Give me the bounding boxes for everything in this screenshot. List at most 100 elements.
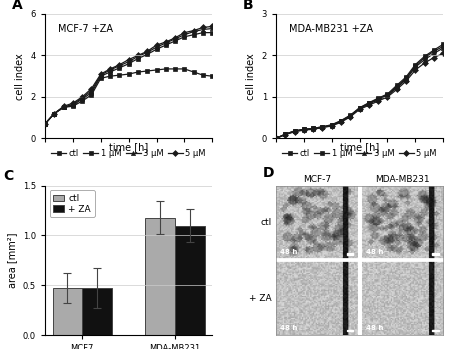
5 μM: [422, 61, 427, 65]
ctl: [310, 126, 316, 131]
3 μM: [200, 28, 206, 32]
5 μM: [403, 79, 409, 83]
1 μM: [144, 52, 150, 57]
5 μM: [413, 68, 418, 72]
Line: ctl: ctl: [43, 67, 215, 126]
1 μM: [347, 113, 353, 117]
5 μM: [61, 104, 66, 108]
3 μM: [172, 37, 178, 41]
Line: 5 μM: 5 μM: [274, 51, 446, 141]
5 μM: [144, 49, 150, 53]
1 μM: [154, 47, 159, 51]
5 μM: [70, 101, 76, 105]
5 μM: [301, 128, 306, 132]
1 μM: [210, 30, 215, 35]
5 μM: [329, 124, 334, 128]
Text: ctl: ctl: [261, 218, 272, 227]
1 μM: [98, 74, 104, 78]
3 μM: [375, 98, 381, 102]
ctl: [89, 93, 94, 97]
5 μM: [347, 115, 353, 119]
ctl: [292, 129, 297, 133]
ctl: [385, 93, 390, 97]
5 μM: [80, 95, 85, 99]
3 μM: [292, 129, 297, 133]
ctl: [403, 76, 409, 80]
1 μM: [61, 105, 66, 109]
ctl: [320, 125, 325, 129]
5 μM: [172, 36, 178, 40]
5 μM: [163, 40, 169, 44]
ctl: [422, 55, 427, 60]
5 μM: [108, 67, 113, 71]
ctl: [70, 104, 76, 108]
3 μM: [357, 106, 362, 111]
ctl: [144, 69, 150, 73]
3 μM: [182, 32, 187, 37]
1 μM: [52, 111, 57, 116]
Bar: [145, 217, 175, 335]
5 μM: [42, 122, 48, 126]
ctl: [357, 106, 362, 110]
ctl: [182, 67, 187, 71]
5 μM: [117, 63, 122, 67]
5 μM: [283, 133, 288, 137]
5 μM: [320, 126, 325, 130]
ctl: [42, 122, 48, 126]
3 μM: [108, 68, 113, 72]
3 μM: [273, 136, 279, 141]
ctl: [441, 44, 446, 49]
3 μM: [191, 30, 197, 34]
Text: 48 h: 48 h: [366, 249, 383, 255]
1 μM: [191, 32, 197, 37]
Line: ctl: ctl: [274, 44, 446, 141]
3 μM: [320, 125, 325, 129]
3 μM: [403, 77, 409, 82]
1 μM: [329, 122, 334, 127]
ctl: [135, 70, 141, 74]
1 μM: [394, 83, 400, 87]
5 μM: [200, 25, 206, 30]
1 μM: [135, 57, 141, 61]
ctl: [210, 74, 215, 78]
Text: B: B: [243, 0, 253, 12]
1 μM: [200, 30, 206, 35]
1 μM: [273, 136, 279, 141]
1 μM: [310, 126, 316, 131]
Text: MCF-7 +ZA: MCF-7 +ZA: [58, 24, 113, 34]
3 μM: [89, 89, 94, 93]
Text: 48 h: 48 h: [366, 325, 383, 332]
3 μM: [394, 86, 400, 90]
ctl: [200, 73, 206, 77]
Text: time [h]: time [h]: [109, 142, 148, 152]
Line: 1 μM: 1 μM: [43, 31, 214, 126]
3 μM: [80, 96, 85, 100]
3 μM: [431, 51, 436, 55]
1 μM: [301, 127, 306, 131]
3 μM: [310, 127, 316, 131]
Text: A: A: [12, 0, 22, 12]
ctl: [191, 70, 197, 74]
Text: time [h]: time [h]: [340, 142, 379, 152]
ctl: [61, 105, 66, 109]
3 μM: [347, 114, 353, 118]
1 μM: [108, 70, 113, 74]
Legend: ctl, 1 μM, 3 μM, 5 μM: ctl, 1 μM, 3 μM, 5 μM: [279, 146, 440, 162]
ctl: [329, 123, 334, 127]
5 μM: [441, 51, 446, 55]
1 μM: [431, 48, 436, 52]
1 μM: [89, 91, 94, 95]
Y-axis label: cell index: cell index: [15, 53, 25, 99]
Y-axis label: cell index: cell index: [246, 53, 256, 99]
5 μM: [154, 43, 159, 47]
Text: MDA-MB231 +ZA: MDA-MB231 +ZA: [289, 24, 374, 34]
5 μM: [385, 95, 390, 99]
3 μM: [422, 58, 427, 62]
ctl: [413, 64, 418, 68]
ctl: [52, 111, 57, 116]
ctl: [98, 76, 104, 80]
1 μM: [163, 43, 169, 47]
Bar: [432, 253, 439, 255]
Line: 1 μM: 1 μM: [274, 42, 446, 141]
ctl: [172, 67, 178, 71]
